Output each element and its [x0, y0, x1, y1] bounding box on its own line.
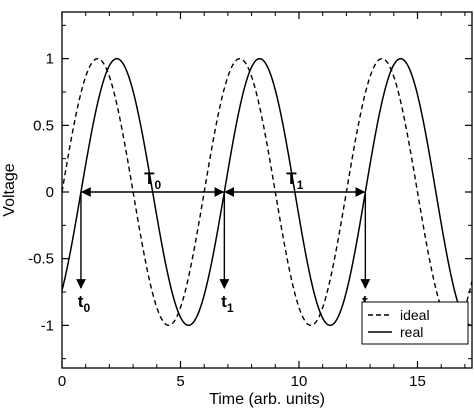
x-tick-label: 0: [58, 373, 66, 390]
axis-ticks: 0 5 10 15 -1 -0.5 0 0.5 1: [28, 12, 472, 390]
y-tick-label: -0.5: [28, 251, 54, 268]
series-ideal-line: [62, 57, 472, 327]
time-marker-label-1: t1: [221, 292, 234, 315]
legend-label-ideal: ideal: [400, 307, 430, 323]
x-axis-label: Time (arb. units): [209, 391, 325, 408]
time-marker-label-0: t0: [78, 292, 91, 315]
y-axis-label: Voltage: [1, 163, 18, 216]
legend-box: [361, 301, 469, 345]
y-tick-label: 0.5: [33, 117, 54, 134]
plot-frame: [61, 11, 473, 369]
x-tick-label: 5: [176, 373, 184, 390]
x-tick-label: 15: [409, 373, 426, 390]
y-tick-label: -1: [41, 317, 54, 334]
interval-label-1: T1: [286, 169, 303, 192]
interval-label-0: T0: [144, 169, 161, 192]
series-real-line: [62, 57, 472, 327]
y-tick-label: 0: [46, 184, 54, 201]
legend-label-real: real: [400, 324, 423, 340]
annotation-layer: T0T1t0t1t2: [76, 169, 375, 315]
x-tick-label: 10: [291, 373, 308, 390]
y-tick-label: 1: [46, 51, 54, 68]
series-curves: [62, 57, 472, 327]
